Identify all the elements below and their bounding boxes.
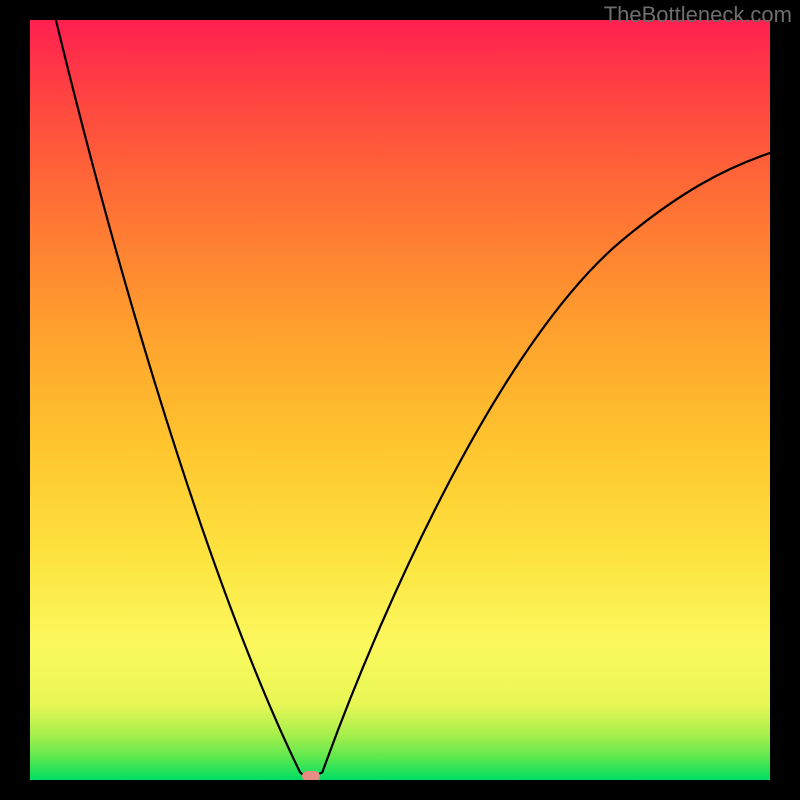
bottleneck-curve xyxy=(30,20,770,780)
plot-area xyxy=(30,20,770,780)
vertex-marker xyxy=(302,771,320,780)
chart-container: TheBottleneck.com xyxy=(0,0,800,800)
watermark-text: TheBottleneck.com xyxy=(604,2,792,28)
